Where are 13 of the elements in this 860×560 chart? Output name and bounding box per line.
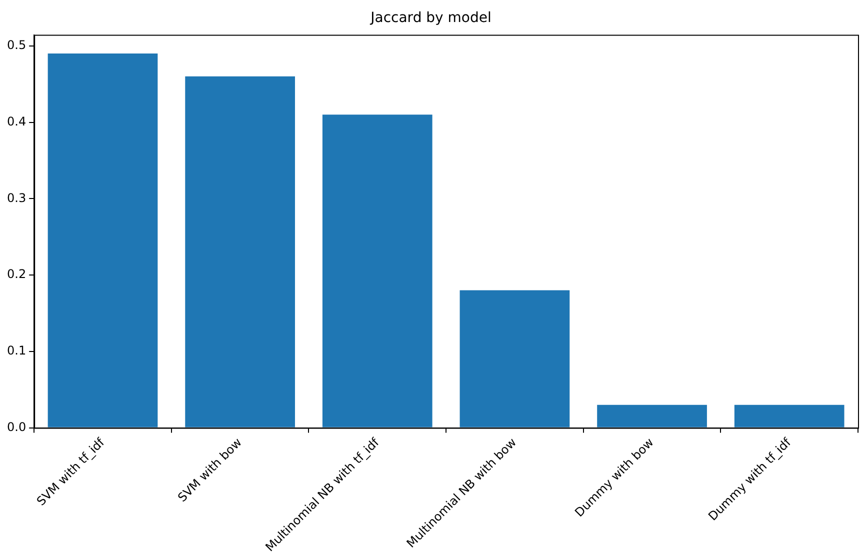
y-tick-label: 0.5 <box>6 38 26 52</box>
bar <box>734 404 844 428</box>
bar <box>322 114 432 428</box>
chart-title: Jaccard by model <box>370 10 492 26</box>
y-tick-label: 0.4 <box>6 114 26 128</box>
y-tick-label: 0.3 <box>6 190 26 205</box>
bar <box>597 404 707 428</box>
bar <box>48 54 158 428</box>
y-tick-label: 0.2 <box>6 267 26 282</box>
bar <box>185 76 295 428</box>
y-tick-label: 0.0 <box>6 420 26 434</box>
bar <box>460 290 570 428</box>
y-tick-label: 0.1 <box>6 344 26 358</box>
